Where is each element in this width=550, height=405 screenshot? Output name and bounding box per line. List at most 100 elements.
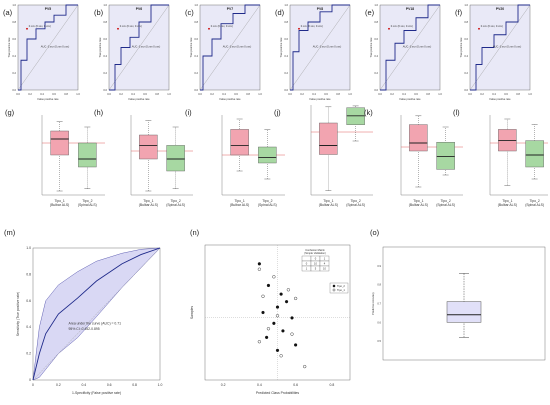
category-label: (Spinal ALS) — [346, 203, 365, 207]
category-label: Tipo_1 — [55, 199, 65, 203]
x-tick-label: 0.0 — [468, 92, 472, 96]
cutoff-point — [388, 27, 390, 30]
category-label: (Spinal ALS) — [258, 203, 277, 207]
y-tick-label: 0.8 — [103, 20, 107, 24]
x-tick-label: 0.0 — [16, 92, 20, 96]
y-tick-label: 0.2 — [464, 71, 468, 75]
data-point — [257, 267, 261, 271]
legend-marker — [332, 288, 336, 292]
x-tick-label: 0.8 — [155, 92, 159, 96]
category-label: (Bulbar ALS) — [230, 203, 249, 207]
roc-panel-c: (c) PV7 0.xxx (0.xxx, 0.xxx) AUC: 0.xxx (0.… — [185, 3, 262, 101]
data-point — [275, 305, 280, 309]
category-label: (Spinal ALS) — [525, 203, 544, 207]
category-label: (Bulbar ALS) — [498, 203, 517, 207]
roc-curve — [200, 4, 260, 91]
scatter-panel: (n) 0.2 0.4 0.6 0.8 Predicted Class Probabili… — [190, 228, 351, 395]
panel-label: (e) — [365, 8, 375, 17]
matrix-value: 1 — [324, 257, 326, 261]
matrix-value: 4 — [324, 262, 326, 266]
y-tick-label: 0.6 — [464, 37, 468, 41]
category-label: (Bulbar ALS) — [139, 203, 158, 207]
box-panel-g: (g) Tipo_1(Bulbar ALS) Tipo_2(Spinal ALS) — [5, 108, 105, 207]
x-tick-label: 0.6 — [504, 92, 508, 96]
box — [166, 145, 185, 172]
x-tick-label: 0.8 — [132, 383, 137, 387]
y-tick-label: 0.0 — [374, 88, 378, 92]
data-point — [266, 327, 271, 331]
diagonal-line — [379, 4, 441, 91]
x-tick-label: 0.4 — [492, 92, 496, 96]
data-point — [266, 283, 271, 288]
y-tick-label: 0.7 — [377, 302, 381, 306]
panel-label: (k) — [364, 108, 373, 117]
x-tick-label: 0.4 — [131, 92, 135, 96]
category-label: (Bulbar ALS) — [409, 203, 428, 207]
x-tick-label: 0.8 — [64, 92, 68, 96]
cutoff-label: 0.xxx (0.xxx, 0.xxx) — [120, 24, 142, 28]
x-tick-label: 0.0 — [288, 92, 292, 96]
y-tick-label: 0.0 — [12, 88, 16, 92]
x-tick-label: 0.6 — [324, 92, 328, 96]
y-tick-label: 0.0 — [194, 88, 198, 92]
accuracy-box-panel: (o) 0.5 0.6 0.7 0.8 0.9 Predictive Accuracy — [370, 228, 546, 361]
x-tick-label: 0.2 — [390, 92, 394, 96]
x-tick-label: 0.8 — [426, 92, 430, 96]
x-tick-label: 0.8 — [336, 92, 340, 96]
y-axis-label: True positive rate — [7, 37, 11, 57]
panel-label: (b) — [94, 8, 104, 17]
box-panel-k: (k) Tipo_1(Bulbar ALS) Tipo_2(Spinal ALS) — [364, 108, 463, 207]
diagonal-line — [289, 4, 351, 91]
box-panel-i: (i) Tipo_1(Bulbar ALS) Tipo_2(Spinal ALS) — [185, 108, 285, 207]
cutoff-label: 0.xxx (0.xxx, 0.xxx) — [211, 24, 233, 28]
category-label: (Spinal ALS) — [78, 203, 97, 207]
category-label: Tipo_2 — [262, 199, 272, 203]
x-tick-label: 1.0 — [348, 92, 352, 96]
panel-label: (h) — [94, 108, 104, 117]
box-panel-j: (j) Tipo_1(Bulbar ALS) Tipo_2(Spinal ALS) — [274, 105, 373, 207]
x-tick-label: 0.4 — [222, 92, 226, 96]
panel-label: (o) — [370, 228, 380, 237]
auc-label: AUC: 0.xxx (0.xxx-0.xxx) — [493, 45, 522, 49]
panel-label: (n) — [190, 228, 200, 237]
y-tick-label: 0.8 — [284, 20, 288, 24]
roc-curve — [18, 4, 78, 91]
y-tick-label: 0.6 — [374, 37, 378, 41]
y-tick-label: 1.0 — [194, 3, 198, 7]
y-axis-label: True positive rate — [369, 37, 373, 57]
y-tick-label: 0.4 — [26, 325, 31, 329]
auc-label: AUC: 0.xxx (0.xxx-0.xxx) — [313, 45, 342, 49]
y-tick-label: 0.8 — [194, 20, 198, 24]
data-point — [290, 332, 294, 336]
confusion-matrix: Confusion Matrix(Simple Validation)0 10 10… — [301, 248, 330, 272]
category-label: Tipo_1 — [502, 199, 512, 203]
y-tick-label: 0.4 — [284, 54, 288, 58]
y-tick-label: 0.6 — [103, 37, 107, 41]
x-axis-label: False positive rate — [37, 97, 59, 101]
y-axis-label: True positive rate — [279, 37, 283, 57]
box — [258, 146, 277, 164]
x-tick-label: 1.0 — [438, 92, 442, 96]
matrix-cell — [319, 265, 330, 272]
y-tick-label: 0.8 — [374, 20, 378, 24]
y-tick-label: 1.0 — [374, 3, 378, 7]
panel-label: (m) — [4, 228, 16, 237]
data-point — [286, 288, 290, 292]
auc-label: Area under the curve (AUC) = 0.71 — [69, 322, 122, 326]
matrix-value: 5 — [315, 267, 317, 271]
box — [230, 129, 249, 156]
category-label: Tipo_2 — [351, 199, 361, 203]
ci-label: 95% CI: 0.452-0.895 — [69, 327, 100, 331]
diagonal-line — [469, 4, 531, 91]
box — [525, 140, 544, 168]
y-tick-label: 1.0 — [26, 246, 31, 250]
data-point — [281, 329, 285, 333]
cutoff-point — [478, 27, 480, 30]
x-tick-label: 0.6 — [107, 383, 112, 387]
y-tick-label: 0.8 — [26, 272, 31, 276]
y-tick-label: 0.2 — [12, 71, 16, 75]
y-axis-label: Predictive Accuracy — [371, 291, 375, 314]
panel-label: (l) — [453, 108, 460, 117]
